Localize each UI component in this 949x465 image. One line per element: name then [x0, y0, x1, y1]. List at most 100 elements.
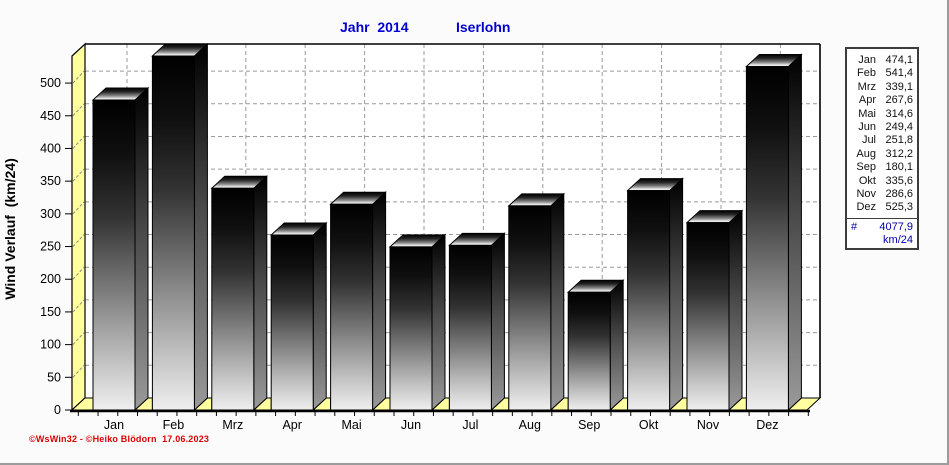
y-axis-label-0: 0: [54, 403, 61, 417]
legend-value: 541,4: [885, 67, 913, 80]
bar-nov: [686, 222, 730, 411]
x-axis-label-dez: Dez: [756, 418, 778, 432]
chart-title-location: Iserlohn: [456, 19, 511, 35]
x-axis-label-feb: Feb: [163, 418, 185, 432]
legend-month: Nov: [856, 188, 876, 201]
legend-month: Sep: [856, 161, 876, 174]
chart-title-year: Jahr 2014: [340, 19, 409, 35]
bar-mrz: [211, 187, 255, 411]
bar-side-apr: [312, 221, 327, 412]
legend-value: 335,6: [885, 174, 913, 187]
legend-row: Okt 335,6: [849, 175, 913, 188]
wall-grid-slash-front: [72, 234, 85, 247]
x-axis-label-sep: Sep: [578, 418, 600, 432]
y-axis-label-50: 50: [47, 370, 61, 384]
axis-wall-left: [71, 42, 86, 412]
legend-month: Mai: [858, 107, 876, 120]
copyright-text: ©WsWin32 - ©Heiko Blödorn 17.06.2023: [29, 434, 210, 444]
legend-row: Jan 474,1: [849, 54, 913, 67]
wall-grid-slash-front: [72, 332, 85, 345]
bar-side-jul: [490, 232, 505, 412]
x-axis-label-jul: Jul: [462, 418, 478, 432]
bar-feb: [151, 55, 195, 411]
y-axis-label-250: 250: [40, 240, 61, 254]
wall-grid-slash-front: [72, 299, 85, 313]
x-axis-label-mrz: Mrz: [222, 418, 243, 432]
legend-total-symbol: #: [851, 220, 858, 233]
legend-row: Apr 267,6: [849, 94, 913, 107]
legend-row: Mrz 339,1: [849, 81, 913, 94]
bar-side-sep: [609, 279, 624, 412]
bar-okt: [627, 190, 671, 411]
x-axis-label-jan: Jan: [104, 418, 124, 432]
legend-month: Mrz: [857, 80, 876, 93]
x-axis-label-aug: Aug: [519, 418, 541, 432]
bar-jun: [389, 246, 433, 411]
legend-total-value: 4077,9: [879, 220, 913, 233]
bar-dez: [745, 66, 789, 411]
monthly-values-legend: Jan 474,1 Feb 541,4 Mrz 339,1 Apr 267,6 Mai 314,6…: [845, 47, 919, 250]
legend-month: Apr: [858, 94, 876, 107]
x-axis-label-apr: Apr: [282, 418, 301, 432]
legend-unit: km/24: [883, 233, 913, 246]
legend-row: Nov 286,6: [849, 188, 913, 201]
bar-side-mrz: [253, 175, 268, 412]
x-axis-label-nov: Nov: [697, 418, 720, 432]
y-axis-label-150: 150: [40, 305, 61, 319]
bar-side-okt: [669, 177, 684, 412]
legend-value: 249,4: [885, 121, 913, 134]
bar-jan: [92, 99, 136, 411]
legend-value: 251,8: [885, 134, 913, 147]
y-axis-label-400: 400: [40, 141, 61, 155]
wall-grid-slash-front: [72, 168, 85, 182]
legend-month-rows: Jan 474,1 Feb 541,4 Mrz 339,1 Apr 267,6 Mai 314,6…: [847, 49, 917, 215]
wall-grid-slash-front: [72, 136, 85, 149]
legend-month: Jan: [858, 54, 876, 66]
bar-apr: [270, 234, 314, 411]
y-axis-label-450: 450: [40, 109, 61, 123]
y-axis-label-350: 350: [40, 174, 61, 188]
bar-side-nov: [728, 209, 743, 412]
y-axis-label-100: 100: [40, 338, 61, 352]
y-axis-label-200: 200: [40, 272, 61, 286]
bar-aug: [508, 205, 552, 411]
legend-value: 339,1: [885, 80, 913, 93]
bar-side-jun: [431, 233, 446, 412]
bar-side-jan: [134, 86, 149, 412]
legend-row: Feb 541,4: [849, 67, 913, 80]
legend-value: 180,1: [885, 161, 913, 174]
legend-row: Dez 525,3: [849, 201, 913, 214]
legend-month: Feb: [857, 67, 876, 80]
bar-mai: [330, 203, 374, 411]
wall-grid-slash-front: [72, 266, 85, 280]
legend-value: 286,6: [885, 188, 913, 201]
legend-month: Dez: [856, 201, 876, 214]
legend-month: Jun: [858, 121, 876, 134]
legend-row: Jul 251,8: [849, 134, 913, 147]
x-axis-label-mai: Mai: [342, 418, 362, 432]
legend-month: Jul: [861, 134, 876, 147]
x-axis-label-okt: Okt: [639, 418, 659, 432]
legend-row: Jun 249,4: [849, 121, 913, 134]
y-axis-label-500: 500: [40, 76, 61, 90]
wall-grid-slash-front: [72, 201, 85, 215]
legend-row: Sep 180,1: [849, 161, 913, 174]
wall-grid-slash-front: [72, 103, 85, 117]
legend-value: 314,6: [885, 107, 913, 120]
legend-value: 312,2: [885, 147, 913, 160]
wall-grid-slash-front: [72, 364, 85, 378]
bar-side-feb: [193, 42, 208, 412]
legend-month: Okt: [858, 174, 876, 187]
bar-side-aug: [550, 192, 565, 412]
legend-value: 474,1: [885, 54, 913, 66]
y-axis-title: Wind Verlauf (km/24): [2, 158, 18, 300]
legend-month: Aug: [856, 147, 876, 160]
y-axis-label-300: 300: [40, 207, 61, 221]
bar-sep: [567, 291, 611, 411]
wall-grid-slash-front: [72, 70, 85, 84]
legend-total-section: # 4077,9 km/24: [847, 217, 917, 247]
bar-side-mai: [372, 191, 387, 412]
legend-value: 267,6: [885, 94, 913, 107]
